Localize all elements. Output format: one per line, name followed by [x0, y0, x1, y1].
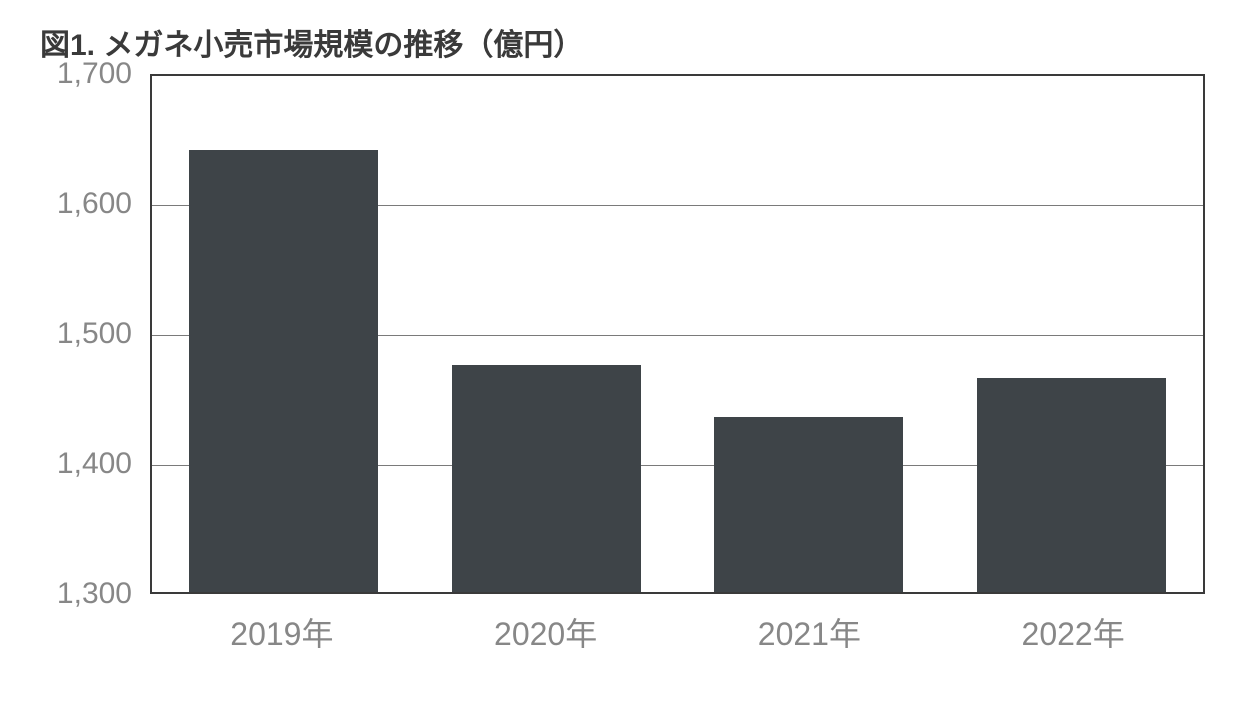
chart-body: 1,3001,4001,5001,6001,700 2019年2020年2021… — [20, 74, 1225, 674]
y-tick-label: 1,600 — [57, 187, 132, 221]
bar — [452, 365, 641, 593]
chart-title: 図1. メガネ小売市場規模の推移（億円） — [40, 20, 1225, 64]
bar — [977, 378, 1166, 593]
y-axis: 1,3001,4001,5001,6001,700 — [20, 74, 140, 594]
x-tick-label: 2020年 — [414, 609, 678, 655]
x-tick-label: 2021年 — [678, 609, 942, 655]
x-axis: 2019年2020年2021年2022年 — [150, 609, 1205, 655]
bar-slot — [678, 76, 941, 592]
bar-slot — [940, 76, 1203, 592]
y-tick-label: 1,700 — [57, 57, 132, 91]
chart-container: 図1. メガネ小売市場規模の推移（億円） 1,300 1,400 1,500 1,60… — [0, 0, 1245, 717]
plot-area — [150, 74, 1205, 594]
bar — [714, 417, 903, 593]
x-tick-label: 2019年 — [150, 609, 414, 655]
bar-slot — [152, 76, 415, 592]
x-tick-label: 2022年 — [941, 609, 1205, 655]
bar — [189, 150, 378, 592]
y-tick-label: 1,500 — [57, 317, 132, 351]
y-tick-label: 1,300 — [57, 577, 132, 611]
bar-slot — [415, 76, 678, 592]
y-tick-label: 1,400 — [57, 447, 132, 481]
bars-group — [152, 76, 1203, 592]
